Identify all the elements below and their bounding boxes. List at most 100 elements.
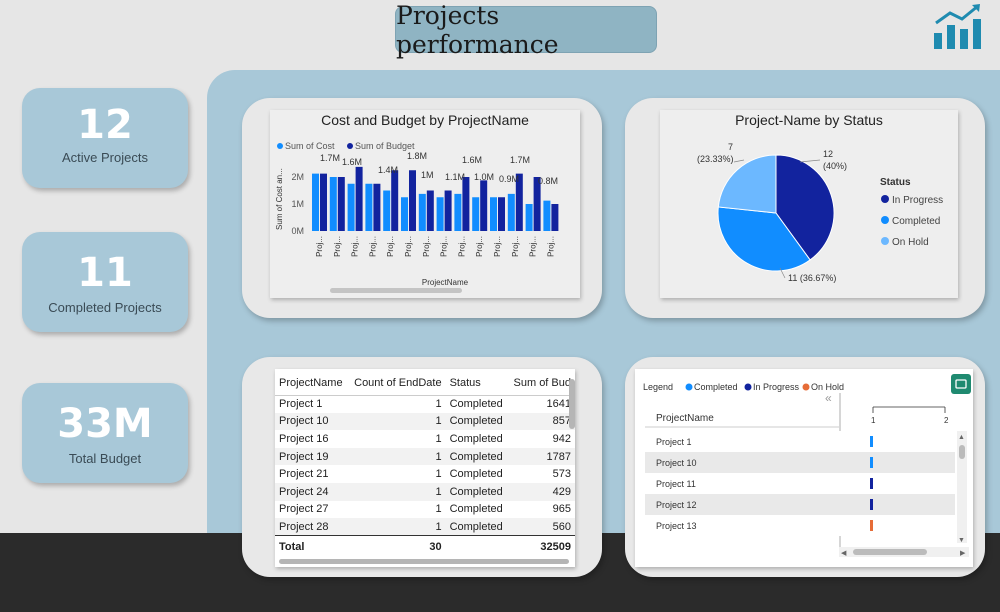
bar-chart-visual[interactable]: Cost and Budget by ProjectName Sum of Co… (270, 110, 580, 298)
bar-budget[interactable] (373, 183, 381, 231)
bar-budget[interactable] (498, 197, 505, 231)
projects-table: ProjectName Count of EndDate Status Sum … (275, 369, 575, 558)
table-row[interactable]: Project 21 1 Completed 573 (279, 468, 571, 481)
legend-on-hold-marker (881, 237, 889, 245)
pie-slice-completed[interactable] (717, 206, 811, 272)
table-row[interactable]: Project 10 1 Completed 857 (275, 412, 575, 431)
kpi-completed-projects: 11 Completed Projects (22, 232, 188, 332)
scroll-up-icon[interactable]: ▲ (958, 434, 965, 441)
kpi-label: Completed Projects (48, 300, 162, 315)
pie-label-on-hold: 7 (728, 142, 733, 152)
bar-budget[interactable] (409, 170, 416, 231)
gantt-row[interactable] (645, 431, 955, 452)
export-icon[interactable] (951, 374, 971, 394)
bar-budget[interactable] (391, 170, 399, 231)
bar-cost[interactable] (312, 173, 319, 231)
gantt-task-bar[interactable] (870, 499, 873, 510)
bar-cost[interactable] (525, 204, 533, 231)
legend-cost-marker (277, 143, 283, 149)
pie-chart-title: Project-Name by Status (735, 112, 883, 128)
bar-cost[interactable] (472, 197, 480, 231)
gantt-legend-in-progress-marker (744, 383, 752, 391)
bar-budget[interactable] (444, 190, 452, 232)
bar-cost[interactable] (543, 200, 551, 231)
vertical-scrollbar[interactable] (569, 379, 575, 429)
column-header[interactable]: ProjectName (275, 369, 349, 396)
gantt-column-header[interactable]: ProjectName (656, 413, 714, 424)
bar-cost[interactable] (383, 190, 391, 232)
gantt-task-bar[interactable] (870, 436, 873, 447)
horizontal-scrollbar[interactable] (853, 549, 927, 555)
bar-cost[interactable] (454, 193, 462, 231)
gantt-row-label: Project 1 (656, 437, 692, 447)
bar-budget[interactable] (355, 166, 363, 231)
bar-cost[interactable] (507, 193, 515, 231)
bar-cost[interactable] (490, 197, 497, 231)
y-tick: 0M (291, 226, 304, 236)
gantt-row-label: Project 12 (656, 500, 697, 510)
gantt-row[interactable] (645, 494, 955, 515)
bar-budget[interactable] (337, 177, 345, 231)
x-tick-label: Proj... (475, 236, 484, 257)
bar-budget[interactable] (462, 177, 470, 231)
bar-chart-logo-icon (934, 4, 981, 49)
legend-cost-label: Sum of Cost (285, 141, 335, 151)
kpi-total-budget: 33M Total Budget (22, 383, 188, 483)
table-row[interactable]: Project 16 1 Completed 942 (279, 432, 571, 445)
gantt-task-bar[interactable] (870, 520, 873, 531)
gantt-row[interactable] (645, 473, 955, 494)
x-tick-label: Proj... (368, 236, 377, 257)
data-label: 1.8M (407, 151, 427, 161)
gantt-task-bar[interactable] (870, 478, 873, 489)
horizontal-scrollbar[interactable] (330, 288, 462, 293)
page-title: Projects performance (395, 1, 657, 59)
pie-slice-in-progress[interactable] (775, 154, 835, 261)
gantt-row[interactable] (645, 452, 955, 473)
bar-budget[interactable] (533, 177, 541, 231)
scroll-right-icon[interactable]: ▶ (960, 550, 966, 557)
time-axis-label: 2 (944, 416, 949, 425)
table-row[interactable]: Project 24 1 Completed 429 (275, 482, 575, 501)
y-tick: 2M (291, 172, 304, 182)
bar-cost[interactable] (347, 183, 355, 231)
vertical-scrollbar[interactable] (959, 445, 965, 459)
pie-slice-on-hold[interactable] (717, 154, 777, 214)
table-row[interactable]: Project 27 1 Completed 965 (279, 503, 571, 516)
bar-budget[interactable] (480, 180, 488, 231)
bar-cost[interactable] (418, 193, 426, 231)
table-row[interactable]: Project 1 1 Completed 1641 (279, 398, 571, 411)
vertical-scrollbar-track (957, 431, 967, 543)
bar-cost[interactable] (401, 197, 408, 231)
bar-budget[interactable] (320, 173, 327, 231)
column-header[interactable]: Sum of Bud (508, 369, 575, 396)
scroll-left-icon[interactable]: ◀ (841, 550, 847, 557)
table-row[interactable]: Project 28 1 Completed 560 (275, 518, 575, 536)
x-tick-label: Proj... (457, 236, 466, 257)
gantt-row[interactable] (645, 515, 955, 536)
gantt-row-label: Project 11 (656, 479, 696, 489)
gantt-task-bar[interactable] (870, 457, 873, 468)
bar-budget[interactable] (426, 190, 434, 232)
table-row[interactable]: Project 19 1 Completed 1787 (275, 447, 575, 466)
x-tick-label: Proj... (422, 236, 431, 257)
bar-budget[interactable] (515, 173, 523, 231)
table-visual[interactable]: ProjectName Count of EndDate Status Sum … (275, 369, 575, 567)
horizontal-scrollbar[interactable] (279, 559, 569, 564)
data-label: 1M (421, 170, 434, 180)
gantt-row-label: Project 13 (656, 521, 697, 531)
column-header[interactable]: Status (445, 369, 509, 396)
bar-cost[interactable] (436, 197, 444, 231)
column-header[interactable]: Count of EndDate (348, 369, 446, 396)
export-icon-glyph (955, 379, 967, 389)
table-total-row: Total 30 32509 (275, 535, 575, 558)
bar-cost[interactable] (329, 177, 337, 231)
x-tick-label: Proj... (511, 236, 520, 257)
data-label: 1.4M (378, 165, 398, 175)
gantt-visual[interactable]: Legend Completed In Progress On Hold « P… (635, 369, 973, 567)
pie-chart-visual[interactable]: Project-Name by Status 12 (40%) 7 (23.33… (660, 110, 958, 298)
bar-budget[interactable] (551, 204, 559, 231)
scroll-down-icon[interactable]: ▼ (958, 537, 965, 544)
collapse-icon[interactable]: « (825, 391, 832, 405)
bar-cost[interactable] (365, 183, 373, 231)
page-title-text: Projects performance (396, 0, 559, 59)
